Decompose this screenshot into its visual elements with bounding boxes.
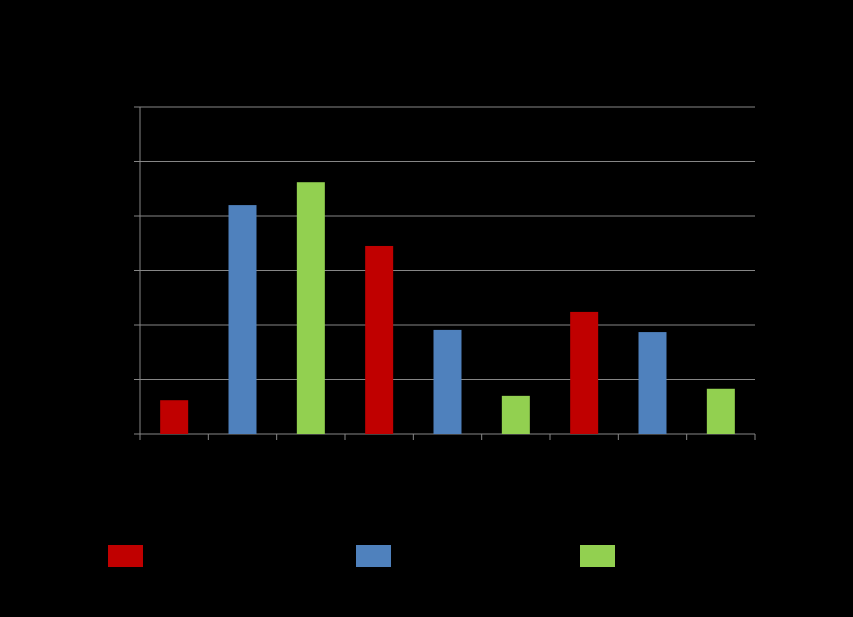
legend-swatch [108, 545, 143, 567]
bar [638, 332, 667, 434]
bar [365, 245, 394, 434]
bar [433, 329, 462, 434]
bar [228, 205, 257, 434]
bar [501, 395, 530, 434]
bar [570, 311, 599, 434]
bar [160, 400, 189, 434]
bar [296, 182, 325, 434]
legend-swatch [580, 545, 615, 567]
bar [706, 388, 735, 434]
legend-swatch [356, 545, 391, 567]
